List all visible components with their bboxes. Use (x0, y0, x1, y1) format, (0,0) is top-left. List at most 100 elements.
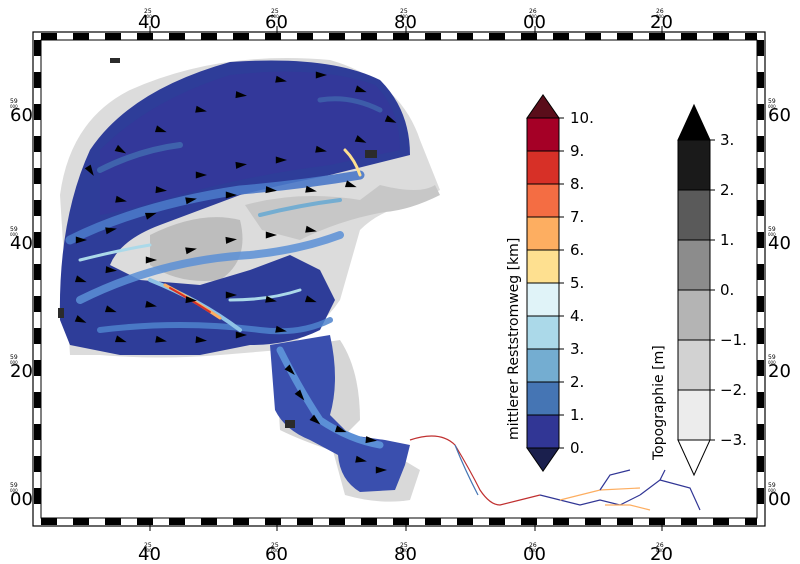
current-arrow (275, 75, 287, 83)
colorbar-segment (526, 348, 560, 383)
frame-bar-segment (233, 33, 249, 40)
current-arrow (84, 164, 94, 176)
colorbar-tick-label: 9. (570, 142, 584, 160)
tick-label-small: 000 (768, 360, 776, 365)
colorbar-segment (526, 249, 560, 284)
frame-bar-segment (201, 518, 217, 525)
colorbar-over-triangle (677, 103, 711, 141)
colorbar-tick-label: 4. (570, 307, 584, 325)
frame-checker-bars (34, 33, 764, 525)
tick-label: 00 (523, 544, 546, 560)
frame-bar-segment (649, 33, 665, 40)
colorbar-segment (677, 239, 711, 291)
current-arrow (155, 186, 167, 194)
frame-bar-segment (617, 33, 633, 40)
tick-label: 80 (394, 12, 417, 33)
colorbar-tick-label: −2. (720, 381, 747, 399)
current-arrow (235, 161, 247, 169)
frame-bar-segment (34, 456, 41, 472)
frame-bar-segment (73, 518, 89, 525)
frame-bar-segment (41, 518, 57, 525)
current-arrow (334, 425, 347, 433)
frame-bar-segment (329, 518, 345, 525)
current-arrow (195, 105, 207, 113)
frame-bar-segment (169, 518, 185, 525)
frame-bar-segment (297, 33, 313, 40)
water-body (59, 60, 410, 492)
current-arrow (315, 71, 327, 79)
frame-bar-segment (393, 33, 409, 40)
frame-bar-segment (169, 33, 185, 40)
current-arrow (185, 247, 197, 255)
colorbar-tick-label: 2. (720, 181, 734, 199)
tick-label: 00 (768, 489, 791, 510)
colorbar-under-triangle (677, 439, 711, 477)
current-arrow (284, 364, 295, 376)
frame-bar-segment (361, 518, 377, 525)
colorbar-current-title: mittlerer Reststromweg [km] (506, 238, 522, 440)
current-arrow (305, 185, 317, 193)
current-arrow (365, 436, 377, 444)
colorbar-segment (526, 183, 560, 218)
frame-bar-segment (425, 518, 441, 525)
tick-label: 60 (265, 12, 288, 33)
current-arrow (265, 295, 277, 303)
tick-label-small: 000 (768, 488, 776, 493)
tick-label-small: 000 (400, 548, 408, 553)
tick-label-small: 000 (768, 104, 776, 109)
tick-label: 60 (265, 544, 288, 560)
current-arrow (145, 300, 157, 308)
frame-bar-segment (425, 33, 441, 40)
tick-label-small: 000 (271, 548, 279, 553)
colorbar-tick-label: 1. (720, 231, 734, 249)
current-arrow (225, 191, 237, 199)
current-arrow (315, 145, 327, 153)
frame-bar-segment (34, 360, 41, 376)
tick-label: 20 (10, 361, 33, 382)
colorbar-tick-label: 0. (570, 439, 584, 457)
frame-bar-segment (457, 518, 473, 525)
current-arrow (225, 236, 237, 244)
current-arrow (384, 115, 397, 123)
current-arrow (114, 335, 127, 343)
frame-bar-segment (757, 232, 764, 248)
colorbar-segment (677, 289, 711, 341)
current-arrow (275, 325, 287, 333)
frame-bar-segment (757, 456, 764, 472)
frame-bar-segment (137, 33, 153, 40)
tick-label-small: 25 (144, 8, 152, 15)
tick-label-small: 000 (144, 548, 152, 553)
frame-bar-segment (757, 72, 764, 88)
frame-bar-segment (34, 168, 41, 184)
current-arrow (185, 197, 197, 205)
colorbar-segment (677, 189, 711, 241)
colorbar-over-triangle (526, 94, 560, 119)
frame-bar-segment (553, 33, 569, 40)
frame-bar-segment (553, 518, 569, 525)
colorbar-tick-label: 1. (570, 406, 584, 424)
frame-bar-segment (713, 518, 729, 525)
frame-bar-segment (233, 518, 249, 525)
frame-bar-segment (41, 33, 57, 40)
tick-label-small: 59 (10, 354, 18, 361)
tick-label-small: 59 (10, 482, 18, 489)
tick-label-small: 25 (400, 8, 408, 15)
tick-label-small: 26 (656, 542, 664, 549)
frame-bar-segment (361, 33, 377, 40)
colorbar-segment (526, 150, 560, 185)
colorbar-tick-label: 7. (570, 208, 584, 226)
frame-bar-segment (521, 518, 537, 525)
current-arrow (155, 335, 167, 343)
tick-label: 80 (394, 544, 417, 560)
frame-bar-segment (34, 328, 41, 344)
frame-bar-segment (757, 264, 764, 280)
frame-bar-segment (265, 33, 281, 40)
current-arrow (344, 180, 357, 188)
current-arrow (265, 186, 277, 194)
frame-bar-segment (489, 518, 505, 525)
frame-bar-segment (34, 424, 41, 440)
frame-bar-segment (457, 33, 473, 40)
colorbar-tick-label: 0. (720, 281, 734, 299)
frame-bar-segment (34, 72, 41, 88)
tick-label-small: 25 (271, 542, 279, 549)
